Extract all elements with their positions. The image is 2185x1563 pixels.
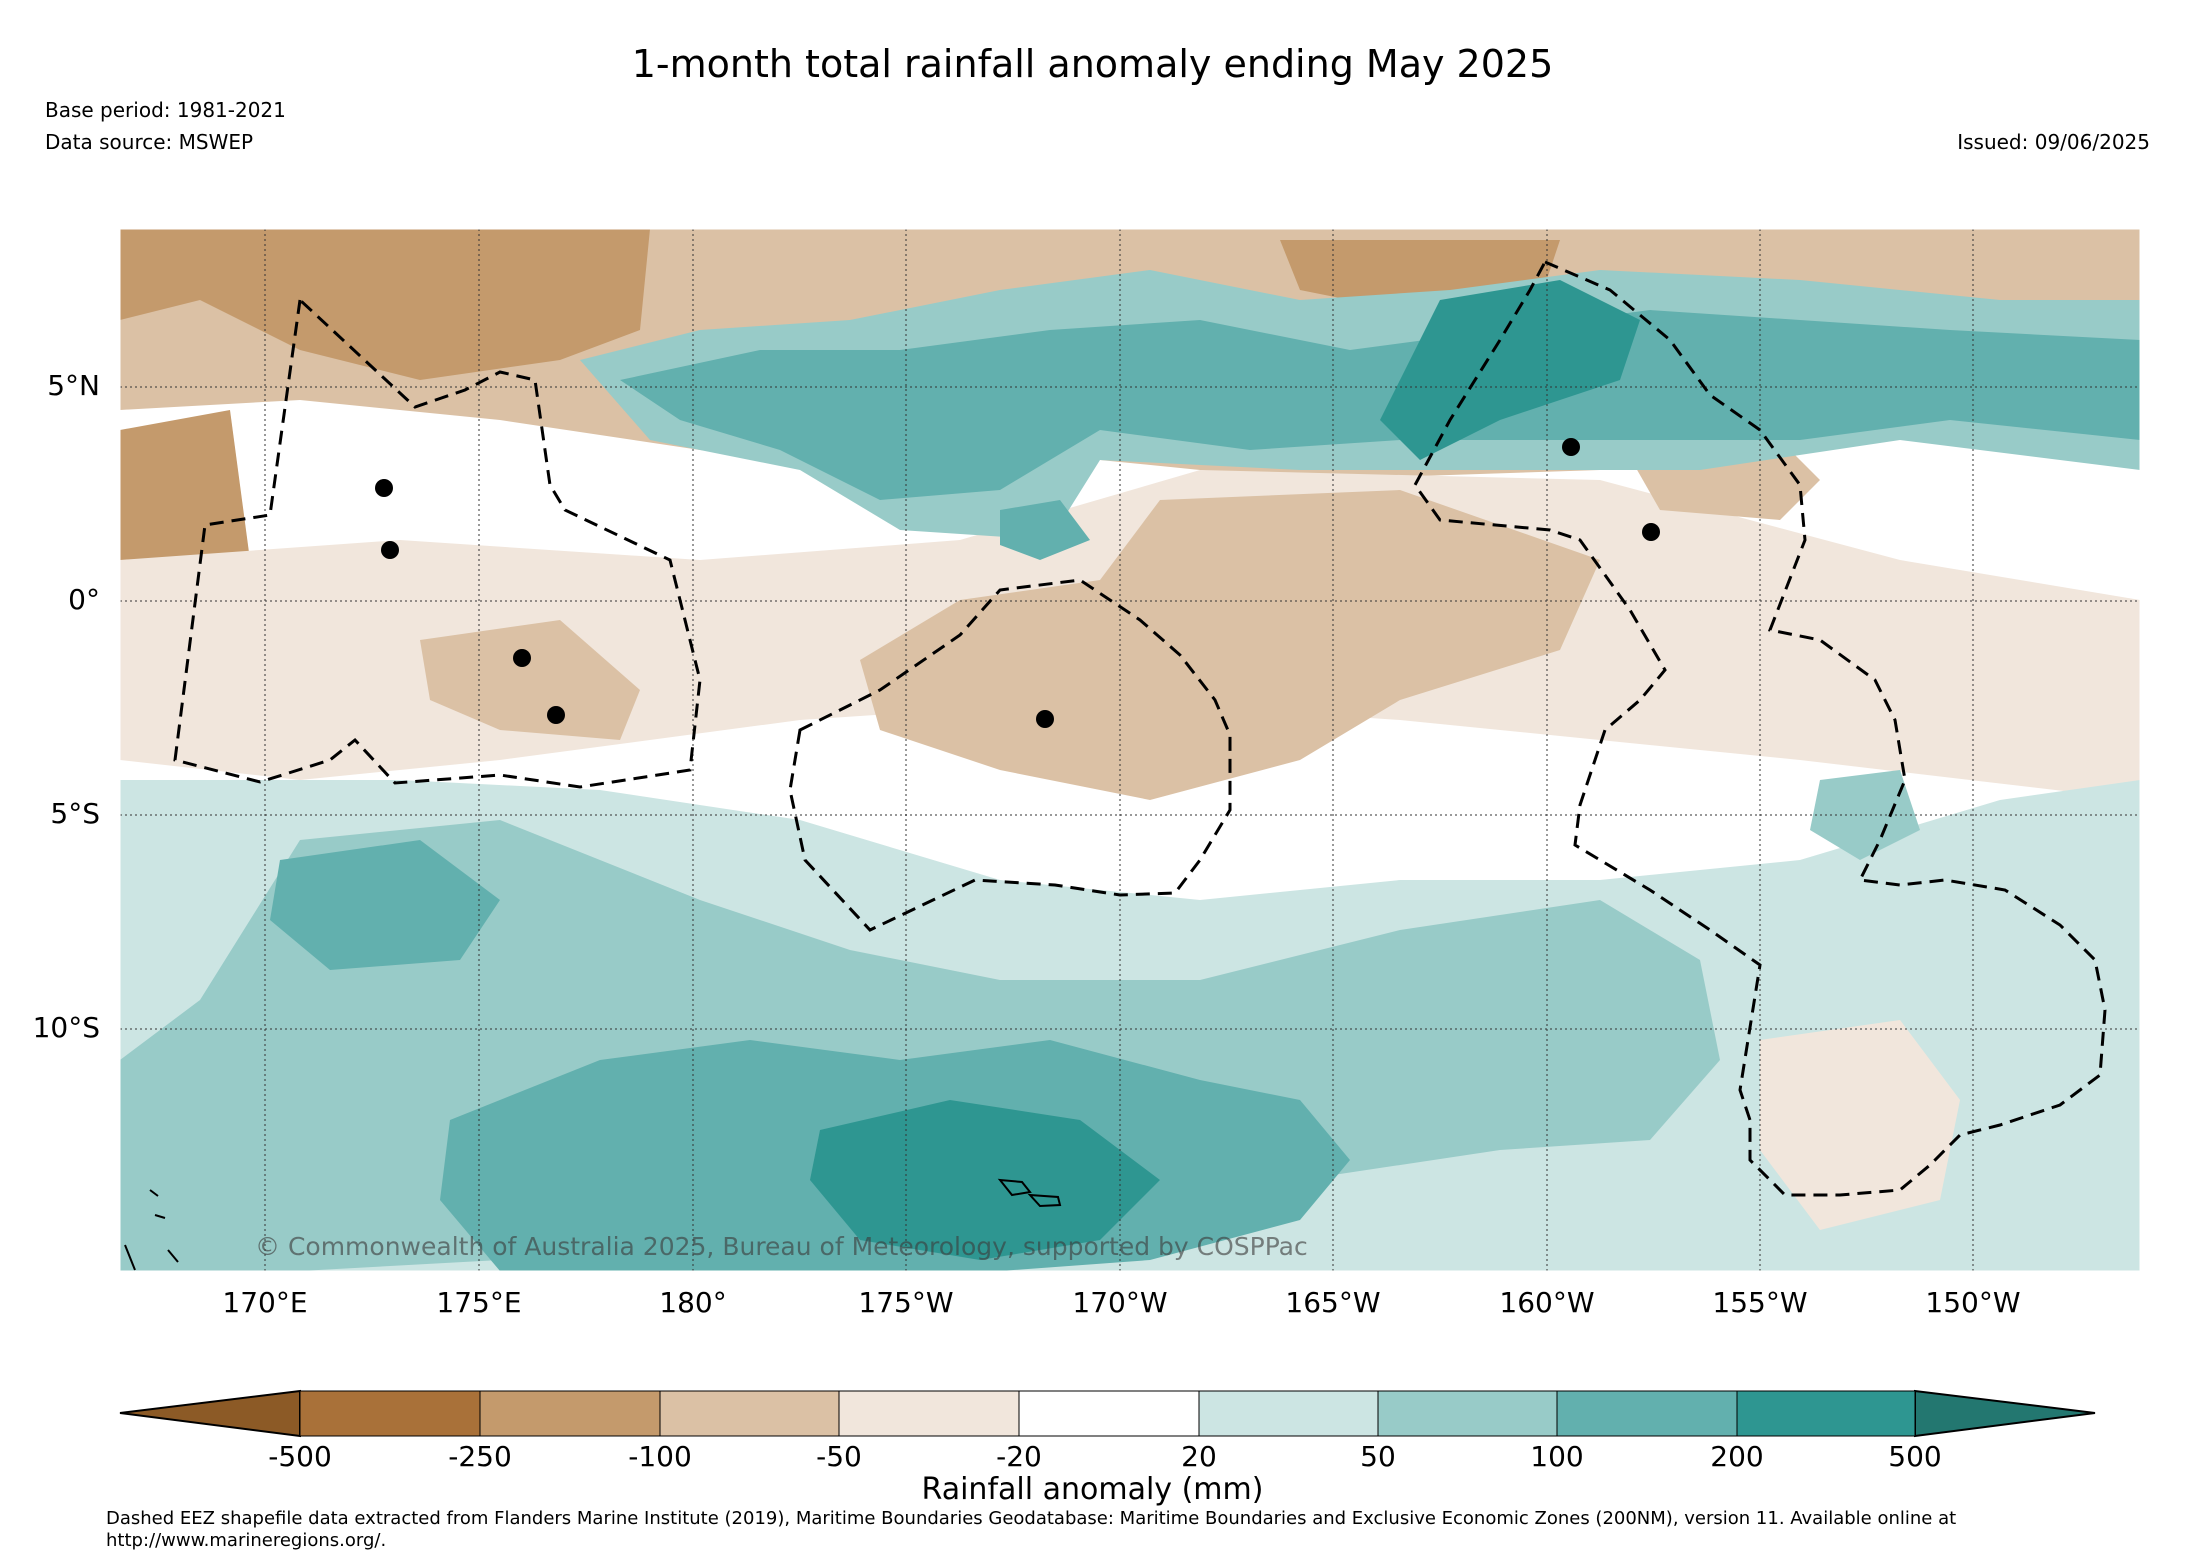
eez-boundary-kiribati-line bbox=[1413, 260, 2107, 1197]
colorbar-tick-label: -50 bbox=[816, 1440, 862, 1473]
lon-tick-160w: 160°W bbox=[1499, 1286, 1595, 1319]
lat-tick-0: 0° bbox=[68, 583, 100, 616]
colorbar-segment bbox=[1736, 1390, 1916, 1437]
wet-region-south-core bbox=[810, 1100, 1160, 1260]
colorbar-segment bbox=[479, 1390, 661, 1437]
dry-patch-southeast bbox=[1760, 1020, 1960, 1230]
island-dot bbox=[1642, 523, 1660, 541]
map-title: 1-month total rainfall anomaly ending Ma… bbox=[631, 42, 1554, 86]
colorbar-segment bbox=[1556, 1390, 1738, 1437]
lat-tick-10s: 10°S bbox=[32, 1011, 100, 1044]
coastline-small-islands bbox=[124, 1189, 179, 1271]
island-dot bbox=[1036, 710, 1054, 728]
colorbar-tick-label: 100 bbox=[1530, 1440, 1584, 1473]
footnote: Dashed EEZ shapefile data extracted from… bbox=[106, 1508, 1957, 1551]
colorbar-tick-label: -100 bbox=[628, 1440, 692, 1473]
lon-tick-170e: 170°E bbox=[222, 1286, 308, 1319]
colorbar-segment bbox=[838, 1390, 1020, 1437]
colorbar-segment bbox=[659, 1390, 840, 1437]
lon-tick-175w: 175°W bbox=[858, 1286, 954, 1319]
colorbar bbox=[119, 1389, 2096, 1438]
island-markers bbox=[375, 438, 1660, 728]
wet-band-north-mid bbox=[620, 310, 2140, 500]
island-dot bbox=[547, 706, 565, 724]
lon-tick-165w: 165°W bbox=[1285, 1286, 1381, 1319]
eez-boundary-kiribati-gilberts bbox=[173, 296, 702, 789]
dry-region-northwest bbox=[120, 229, 650, 380]
dry-patch-far-left bbox=[120, 410, 250, 600]
colorbar-tick-label: 200 bbox=[1710, 1440, 1764, 1473]
eez-boundary-kiribati-phoenix bbox=[788, 578, 1232, 932]
issued-date-label: Issued: 09/06/2025 bbox=[1957, 130, 2150, 154]
colorbar-segment bbox=[1018, 1390, 1200, 1437]
colorbar-tick-label: 50 bbox=[1360, 1440, 1396, 1473]
coastlines bbox=[124, 1178, 1062, 1271]
colorbar-tick-label: -20 bbox=[996, 1440, 1042, 1473]
island-dot bbox=[381, 541, 399, 559]
lat-tick-5n: 5°N bbox=[47, 369, 100, 402]
wet-patch-west bbox=[270, 840, 500, 970]
colorbar-title: Rainfall anomaly (mm) bbox=[921, 1472, 1264, 1507]
colorbar-segment bbox=[1198, 1390, 1379, 1437]
lon-tick-170w: 170°W bbox=[1072, 1286, 1168, 1319]
lat-tick-5s: 5°S bbox=[50, 797, 100, 830]
lon-tick-180: 180° bbox=[659, 1286, 727, 1319]
lon-tick-150w: 150°W bbox=[1925, 1286, 2021, 1319]
wet-core-small bbox=[1000, 500, 1090, 560]
anomaly-field bbox=[120, 229, 2140, 1271]
map-frame bbox=[119, 228, 2141, 1272]
coastline-samoa bbox=[997, 1178, 1062, 1208]
wet-band-north-core bbox=[1380, 280, 1640, 460]
colorbar-tick-label: -250 bbox=[448, 1440, 512, 1473]
colorbar-tick-label: 500 bbox=[1888, 1440, 1942, 1473]
eez-boundaries bbox=[173, 260, 2107, 1197]
dry-patch-west bbox=[420, 620, 640, 740]
island-dot bbox=[1562, 438, 1580, 456]
copyright-watermark: © Commonwealth of Australia 2025, Bureau… bbox=[255, 1232, 1308, 1261]
colorbar-tick-label: 20 bbox=[1181, 1440, 1217, 1473]
colorbar-extend-low bbox=[119, 1389, 301, 1438]
lon-tick-175e: 175°E bbox=[436, 1286, 522, 1319]
data-source-label: Data source: MSWEP bbox=[45, 130, 254, 154]
island-dot bbox=[513, 649, 531, 667]
colorbar-segment bbox=[299, 1390, 481, 1437]
colorbar-tick-label: -500 bbox=[268, 1440, 332, 1473]
lon-tick-155w: 155°W bbox=[1712, 1286, 1808, 1319]
colorbar-segment bbox=[1377, 1390, 1558, 1437]
island-dot bbox=[375, 479, 393, 497]
base-period-label: Base period: 1981-2021 bbox=[45, 98, 286, 122]
colorbar-extend-high bbox=[1914, 1389, 2096, 1438]
